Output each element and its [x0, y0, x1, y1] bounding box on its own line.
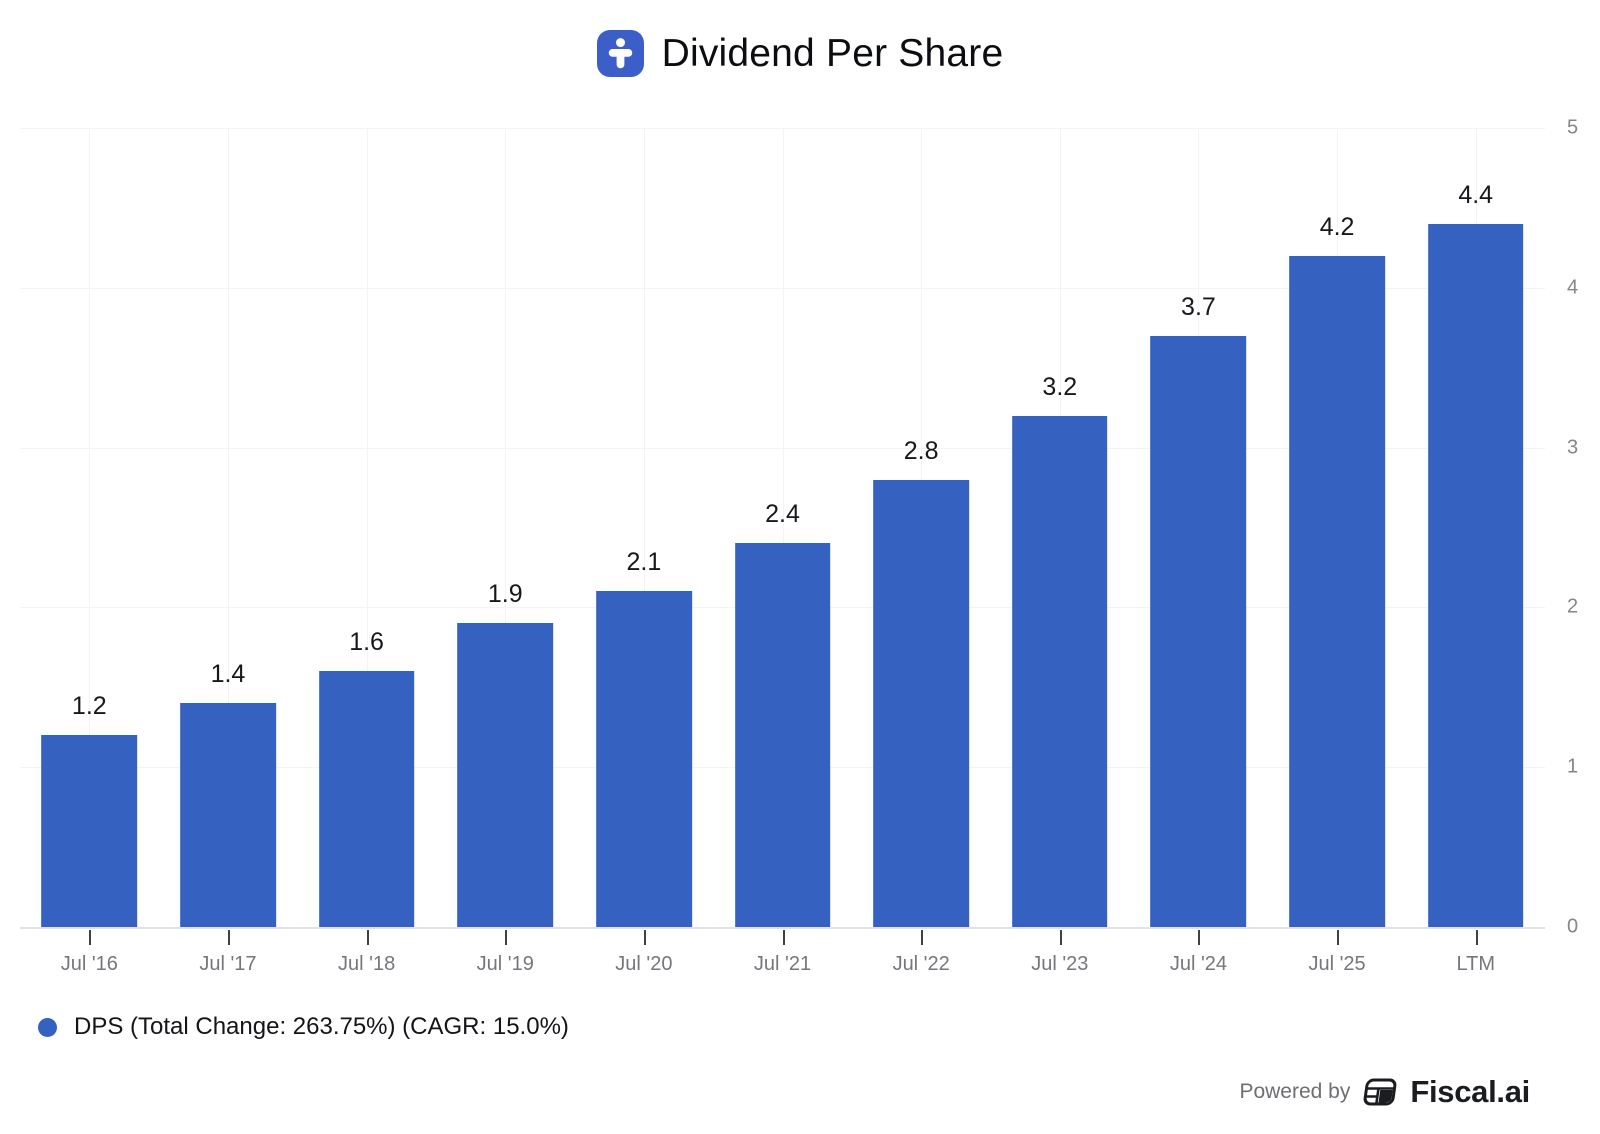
x-axis-tick	[1475, 930, 1478, 945]
chart-column-jul-23: 3.2 Jul '23	[990, 128, 1129, 975]
vertical-gridline	[89, 128, 91, 927]
bar-value-label: 1.4	[210, 660, 246, 689]
vertical-gridline	[782, 128, 784, 927]
bar-jul-23[interactable]	[1011, 415, 1108, 927]
fiscal-logo-icon	[1363, 1078, 1397, 1106]
x-axis-label: Jul '17	[199, 953, 257, 975]
x-axis-tick	[1059, 930, 1062, 945]
y-axis: 0 1 2 3 4 5	[1545, 117, 1600, 938]
x-axis-label: Jul '19	[476, 953, 534, 975]
bar-value-label: 4.4	[1458, 180, 1494, 209]
chart-column-jul-19: 1.9 Jul '19	[436, 128, 575, 975]
gridline-y-3	[20, 447, 1545, 449]
dividend-person-icon	[596, 30, 644, 77]
bar-jul-17[interactable]	[180, 703, 276, 927]
plot-area: 1.2 Jul '16 1.4 Jul '17 1.6 Jul '18 1.9 Jul '19…	[20, 128, 1545, 975]
chart-column-jul-17: 1.4 Jul '17	[159, 128, 298, 975]
y-axis-tick-label: 5	[1567, 116, 1579, 139]
x-axis-tick	[89, 930, 92, 945]
chart-header: Dividend Per Share	[0, 30, 1600, 77]
x-axis-label: Jul '18	[338, 953, 396, 975]
x-axis-tick	[227, 930, 230, 945]
powered-by-label: Powered by	[1239, 1080, 1351, 1103]
bar-value-label: 2.4	[765, 500, 800, 529]
x-axis-label: Jul '25	[1308, 953, 1366, 975]
chart-column-jul-20: 2.1 Jul '20	[575, 128, 714, 975]
y-axis-tick-label: 3	[1567, 436, 1579, 459]
bar-value-label: 3.7	[1181, 292, 1216, 321]
legend[interactable]: DPS (Total Change: 263.75%) (CAGR: 15.0%…	[38, 1013, 569, 1041]
x-axis-tick	[1198, 930, 1201, 945]
bar-value-label: 2.8	[903, 436, 939, 465]
y-axis-tick-label: 0	[1567, 915, 1579, 938]
x-axis-tick	[505, 930, 508, 945]
bar-jul-24[interactable]	[1150, 335, 1247, 927]
gridline-y-5	[20, 128, 1545, 129]
vertical-gridline	[643, 128, 645, 927]
x-axis-tick	[921, 930, 924, 945]
bar-jul-18[interactable]	[318, 671, 415, 927]
bar-jul-20[interactable]	[596, 591, 692, 927]
bar-ltm[interactable]	[1427, 223, 1524, 927]
chart-column-jul-21: 2.4 Jul '21	[713, 128, 852, 975]
vertical-gridline	[366, 128, 368, 927]
bar-value-label: 3.2	[1042, 372, 1078, 401]
x-axis-tick	[366, 930, 369, 945]
bar-jul-16[interactable]	[41, 735, 138, 927]
bar-value-label: 1.9	[487, 580, 523, 609]
vertical-gridline	[227, 128, 229, 927]
footer: Powered by Fiscal.ai	[1239, 1074, 1530, 1110]
x-axis-tick	[643, 930, 646, 945]
legend-label: DPS (Total Change: 263.75%) (CAGR: 15.0%…	[74, 1013, 569, 1040]
bar-value-label: 2.1	[626, 548, 662, 577]
chart-column-jul-18: 1.6 Jul '18	[297, 128, 436, 975]
bar-jul-19[interactable]	[457, 623, 554, 927]
x-axis-label: Jul '24	[1169, 953, 1228, 975]
chart-column-jul-16: 1.2 Jul '16	[20, 128, 159, 975]
x-axis-label: Jul '16	[60, 953, 118, 975]
chart-title: Dividend Per Share	[661, 31, 1004, 75]
vertical-gridline	[505, 128, 507, 927]
gridline-y-4	[20, 287, 1545, 289]
chart-column-jul-22: 2.8 Jul '22	[852, 128, 991, 975]
y-axis-tick-label: 4	[1567, 276, 1579, 299]
bar-value-label: 1.6	[349, 628, 384, 657]
x-axis-label: LTM	[1456, 953, 1495, 975]
bar-jul-21[interactable]	[734, 543, 831, 927]
x-axis-label: Jul '22	[892, 953, 950, 975]
y-axis-tick-label: 2	[1567, 595, 1579, 618]
plot-columns: 1.2 Jul '16 1.4 Jul '17 1.6 Jul '18 1.9 Jul '19…	[20, 128, 1545, 975]
x-axis-tick	[1337, 930, 1340, 945]
bar-jul-25[interactable]	[1289, 255, 1385, 927]
fiscal-ai-link[interactable]: Fiscal.ai	[1410, 1074, 1530, 1109]
legend-dot-icon	[38, 1017, 57, 1037]
gridline-y-0	[20, 927, 1545, 929]
x-axis-label: Jul '21	[753, 953, 812, 975]
bar-value-label: 4.2	[1319, 212, 1355, 241]
x-axis-tick	[782, 930, 785, 945]
x-axis-label: Jul '23	[1031, 953, 1089, 975]
chart-column-jul-24: 3.7 Jul '24	[1129, 128, 1268, 975]
y-axis-tick-label: 1	[1567, 755, 1579, 778]
chart-column-ltm: 4.4 LTM	[1406, 128, 1545, 975]
bar-value-label: 1.2	[71, 692, 107, 721]
x-axis-label: Jul '20	[615, 953, 673, 975]
bar-jul-22[interactable]	[873, 479, 969, 927]
chart-column-jul-25: 4.2 Jul '25	[1268, 128, 1407, 975]
